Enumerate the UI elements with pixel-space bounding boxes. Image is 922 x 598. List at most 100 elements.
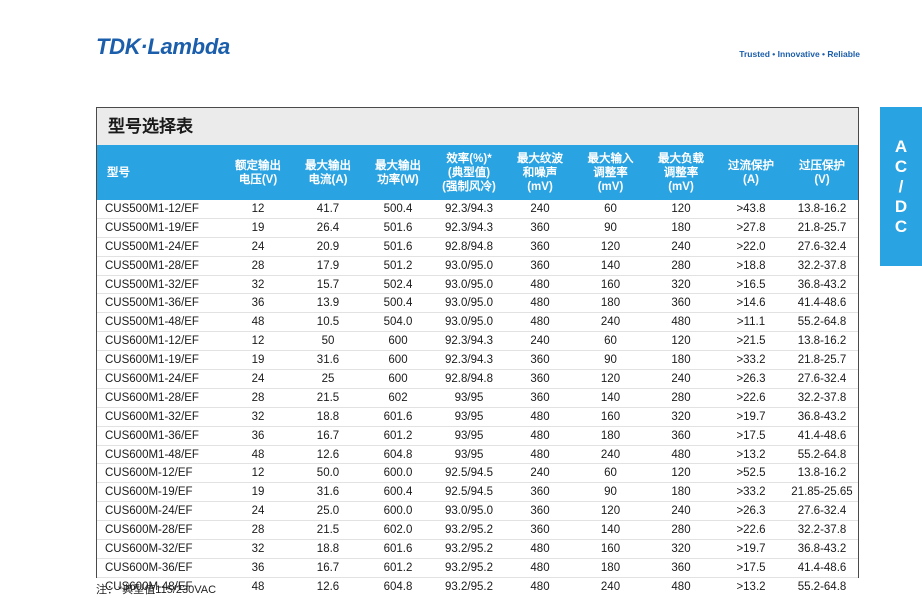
table-cell: 93.0/95.0: [433, 501, 505, 522]
table-cell: 602: [363, 388, 433, 408]
table-cell: >16.5: [716, 275, 786, 295]
table-cell: 32.2-37.8: [786, 520, 858, 541]
table-row: CUS600M1-19/EF 19 31.6 600 92.3/94.3 360 90 180…: [97, 350, 858, 371]
table-cell: 120: [646, 463, 716, 484]
column-header-line: 最大负载: [658, 152, 704, 165]
column-header-line: (mV): [527, 180, 553, 193]
table-cell: 27.6-32.4: [786, 501, 858, 522]
table-cell: 13.8-16.2: [786, 463, 858, 484]
table-cell: 12: [223, 331, 293, 352]
column-header: 过流保护 (A): [716, 145, 786, 200]
table-cell: 10.5: [293, 312, 363, 333]
column-header-line: 最大输出: [305, 159, 351, 172]
table-cell: 480: [505, 558, 575, 578]
table-cell: 360: [505, 482, 575, 503]
column-header-line: 最大纹波: [517, 152, 563, 165]
table-cell: >11.1: [716, 312, 786, 333]
model-cell: CUS500M1-36/EF: [97, 293, 223, 314]
column-header-line: 电流(A): [308, 173, 348, 186]
table-cell: 12: [223, 463, 293, 484]
table-cell: 41.4-48.6: [786, 293, 858, 314]
table-row: CUS500M1-32/EF 32 15.7 502.4 93.0/95.0 480 160…: [97, 275, 858, 295]
table-cell: 480: [505, 445, 575, 465]
table-cell: 480: [505, 426, 575, 446]
table-row: CUS600M1-28/EF 28 21.5 602 93/95 360 140 280 >22…: [97, 388, 858, 408]
table-cell: 120: [646, 331, 716, 352]
table-cell: 240: [646, 501, 716, 522]
table-cell: 41.4-48.6: [786, 558, 858, 578]
table-cell: 32.2-37.8: [786, 388, 858, 408]
table-cell: 360: [505, 237, 575, 257]
model-cell: CUS600M1-48/EF: [97, 445, 223, 465]
table-cell: 90: [575, 350, 646, 371]
table-cell: 240: [575, 312, 646, 333]
table-row: CUS600M-28/EF 28 21.5 602.0 93.2/95.2 360 140 2…: [97, 520, 858, 541]
table-cell: 21.5: [293, 520, 363, 541]
table-cell: 21.85-25.65: [786, 482, 858, 503]
table-cell: 60: [575, 463, 646, 484]
table-cell: 93/95: [433, 426, 505, 446]
table-cell: 92.5/94.5: [433, 463, 505, 484]
table-cell: 12.6: [316, 580, 340, 593]
table-cell: 480: [505, 312, 575, 333]
table-cell: 93/95: [433, 445, 505, 465]
table-row: CUS600M-12/EF 12 50.0 600.0 92.5/94.5 240 60 12…: [97, 463, 858, 484]
table-cell: 320: [646, 275, 716, 295]
table-cell: 13.8-16.2: [786, 200, 858, 219]
column-header-line: 过压保护: [799, 159, 845, 172]
table-cell: 360: [505, 218, 575, 238]
model-cell: CUS500M1-24/EF: [97, 237, 223, 257]
table-cell: 16.7: [293, 558, 363, 578]
table-cell: 21.8-25.7: [786, 218, 858, 238]
table-cell: 36.8-43.2: [786, 407, 858, 427]
table-cell: 92.8/94.8: [433, 369, 505, 389]
table-cell: 180: [575, 426, 646, 446]
table-row: CUS600M-24/EF 24 25.0 600.0 93.0/95.0 360 120 2…: [97, 501, 858, 522]
table-cell: 500.4: [363, 200, 433, 219]
column-header: 最大输出 功率(W): [363, 145, 433, 200]
table-row: CUS600M-19/EF 19 31.6 600.4 92.5/94.5 360 90 18…: [97, 482, 858, 503]
model-cell: CUS500M1-28/EF: [97, 256, 223, 276]
table-row: CUS600M1-48/EF 48 12.6 604.8 93/95 480 240 480 >…: [97, 445, 858, 465]
table-cell: 18.8: [293, 539, 363, 559]
table-cell: 180: [575, 558, 646, 578]
table-cell: 240: [505, 200, 575, 219]
table-cell: >27.8: [716, 218, 786, 238]
model-cell: CUS600M-12/EF: [97, 463, 223, 484]
model-cell: CUS600M1-32/EF: [97, 407, 223, 427]
table-cell: 92.3/94.3: [433, 350, 505, 371]
table-cell: 480: [671, 580, 691, 593]
table-cell: 16.7: [293, 426, 363, 446]
table-cell: 601.2: [363, 558, 433, 578]
table-cell: 480: [505, 407, 575, 427]
side-tab-letter: A: [894, 136, 908, 156]
table-cell: 604.8: [363, 445, 433, 465]
table-cell: 41.7: [293, 200, 363, 219]
table-cell: 19: [223, 350, 293, 371]
table-row: CUS500M1-48/EF 48 10.5 504.0 93.0/95.0 480 240…: [97, 312, 858, 333]
table-cell: 36: [223, 558, 293, 578]
table-cell: >13.2: [716, 445, 786, 465]
table-cell: 28: [223, 256, 293, 276]
table-cell: 93/95: [433, 407, 505, 427]
table-row: CUS500M1-19/EF 19 26.4 501.6 92.3/94.3 360 90 1…: [97, 218, 858, 238]
table-cell: 31.6: [293, 350, 363, 371]
model-cell: CUS600M-24/EF: [97, 501, 223, 522]
side-tab-letter: C: [894, 216, 908, 236]
table-cell: 360: [646, 558, 716, 578]
table-cell: 19: [223, 218, 293, 238]
table-header-row: 型号 额定输出 电压(V) 最大输出 电流(A) 最大输出 功率(W) 效率(%)* (典型值)…: [97, 145, 858, 200]
column-header-line: (V): [814, 173, 830, 186]
table-cell: >19.7: [716, 407, 786, 427]
table-cell: 480: [505, 539, 575, 559]
column-header-line: 最大输入: [587, 152, 634, 165]
column-header-line: (A): [743, 173, 759, 186]
table-cell: 28: [223, 388, 293, 408]
table-cell: >18.8: [716, 256, 786, 276]
column-header-line: (典型值): [447, 166, 491, 179]
table-cell: 240: [505, 331, 575, 352]
column-header-line: 型号: [107, 166, 130, 179]
table-cell: 360: [505, 388, 575, 408]
table-cell: 360: [646, 293, 716, 314]
table-cell: 27.6-32.4: [786, 369, 858, 389]
